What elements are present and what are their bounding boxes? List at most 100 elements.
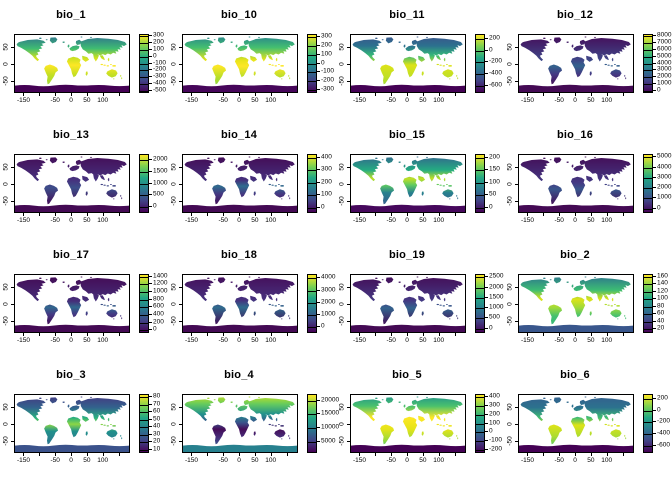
color-key [643,274,653,333]
x-axis-labels: -150 -50 0 50 100 [182,217,296,225]
x-tick-label: -50 [554,457,564,464]
y-axis-ticks [11,274,14,331]
antarctica-shape [351,324,465,332]
y-tick-label: 0 [338,62,346,66]
x-tick-mark [39,453,41,456]
colorbar-tick-mark [485,61,488,63]
legend-tick-label: 200 [321,178,332,186]
colorbar-tick-line [644,84,652,86]
colorbar-tick-line [140,397,148,399]
colorbar-tick-mark [317,207,320,208]
panel-bio_18: bio_18 50 0 -50 -150 -50 0 50 100 4000 3000 2000… [168,240,336,360]
colorbar-tick-mark [485,440,488,442]
color-key-labels: 80 70 60 50 40 30 20 10 [153,393,177,452]
y-axis-ticks [11,154,14,211]
x-tick-label: -150 [184,457,198,464]
legend-tick-label: 200 [489,34,500,42]
viridis-colorbar [140,395,148,452]
x-tick-label: -50 [218,457,228,464]
x-tick-label: -50 [386,217,396,224]
colorbar-tick-line [140,77,148,79]
legend-tick-label: 400 [489,392,500,400]
x-axis-ticks [182,213,296,216]
colorbar-tick-line [644,36,652,38]
x-tick-mark [407,93,408,96]
x-axis-ticks [182,333,296,336]
legend-tick-label: 200 [489,153,500,161]
x-tick-label: 50 [251,457,259,464]
colorbar-tick-line [308,441,316,443]
panel-title: bio_3 [56,369,86,381]
continents-shape [184,396,295,445]
x-tick-mark [191,333,193,336]
world-map-raster [183,396,297,452]
colorbar-tick-line [476,195,484,197]
x-tick-mark [606,213,608,216]
colorbar-tick-line [140,427,148,429]
colorbar-tick-line [140,195,148,197]
colorbar-tick-line [476,450,484,452]
y-tick-label: -50 [338,316,346,326]
colorbar-tick-line [140,412,148,414]
legend-tick-label: 200 [657,394,668,402]
colorbar-tick-line [476,287,484,289]
y-tick-mark [515,424,518,426]
color-key [475,394,485,453]
antarctica-shape [15,204,129,212]
x-tick-mark [407,453,408,456]
colorbar-tick-line [644,445,652,447]
colorbar-tick-mark [653,41,656,43]
legend-tick-label: 0 [321,59,325,66]
x-tick-mark [438,453,440,456]
antarctica-shape [351,444,465,452]
colorbar-tick-line [476,182,484,184]
x-tick-mark [39,93,41,96]
y-tick-mark [179,64,182,66]
x-tick-label: -150 [520,217,534,224]
colorbar-tick-line [644,90,652,92]
x-tick-label: 0 [405,97,409,104]
legend-tick-label: 2000 [321,298,336,306]
colorbar-tick-mark [317,326,320,328]
x-tick-mark [359,453,361,456]
colorbar-tick-mark [149,426,152,428]
map-panel [182,34,298,93]
legend-tick-label: 0 [489,46,493,54]
colorbar-tick-line [140,171,148,173]
map-panel [14,154,130,213]
colorbar-tick-mark [485,37,488,39]
y-tick-mark [347,320,350,322]
colorbar-tick-mark [485,431,488,433]
legend-tick-label: 40 [657,317,665,325]
y-axis-ticks [11,394,14,451]
viridis-colorbar [476,35,484,92]
y-tick-label: 50 [338,283,346,292]
legend-tick-label: 140 [657,279,668,287]
colorbar-tick-mark [653,207,656,209]
colorbar-tick-mark [653,444,656,446]
colorbar-tick-mark [653,421,656,423]
colorbar-tick-line [308,63,316,65]
panel-title: bio_2 [560,249,590,261]
color-key [643,34,653,93]
y-tick-label: 50 [506,403,514,412]
legend-tick-label: 100 [657,294,668,302]
y-tick-mark [11,304,14,306]
color-key-labels: 4000 3000 2000 1000 0 [321,274,345,331]
colorbar-tick-mark [485,422,488,424]
colorbar-tick-mark [149,170,152,172]
x-tick-label: 0 [237,97,241,104]
x-axis-labels: -150 -50 0 50 100 [518,217,632,225]
x-tick-label: 100 [433,97,445,104]
colorbar-tick-line [140,292,148,294]
colorbar-tick-mark [149,396,152,398]
x-tick-label: 0 [573,337,577,344]
color-key-labels: 5000 4000 3000 2000 1000 0 [657,153,672,211]
antarctica-shape [519,324,633,332]
panel-bio_14: bio_14 50 0 -50 -150 -50 0 50 100 400 300 200 100… [168,120,336,240]
colorbar-tick-line [476,328,484,330]
legend-tick-label: 600 [153,302,164,310]
x-axis-labels: -150 -50 0 50 100 [14,97,128,105]
legend-tick-label: 30 [153,430,161,438]
x-tick-label: -150 [352,337,366,344]
